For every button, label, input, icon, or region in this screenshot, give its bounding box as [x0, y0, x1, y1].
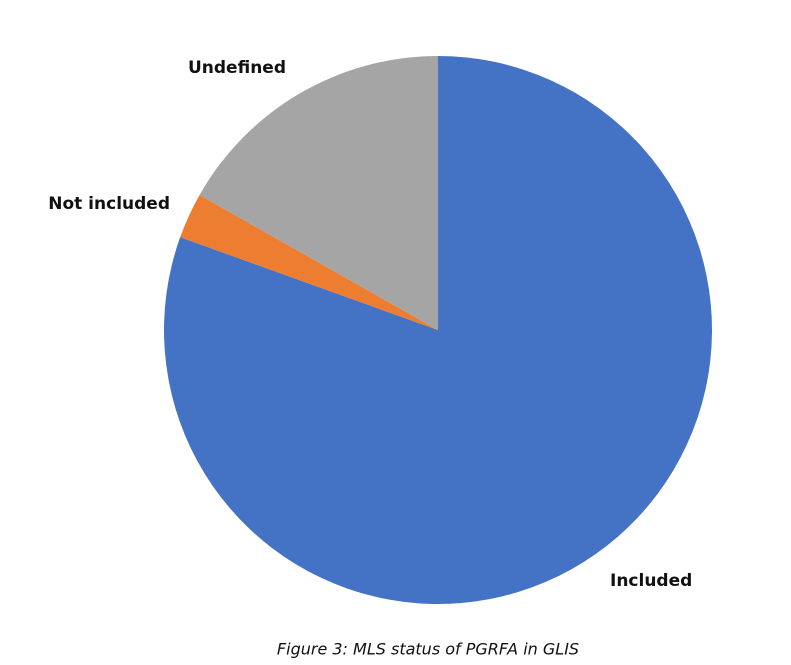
slice-label: Included: [610, 571, 692, 591]
slice-label: Not included: [48, 194, 170, 214]
chart-caption: Figure 3: MLS status of PGRFA in GLIS: [277, 640, 579, 659]
pie-slice: [199, 56, 438, 330]
slice-label: Undefined: [188, 58, 286, 78]
pie-slice: [180, 194, 438, 330]
pie-slice: [163, 56, 712, 604]
